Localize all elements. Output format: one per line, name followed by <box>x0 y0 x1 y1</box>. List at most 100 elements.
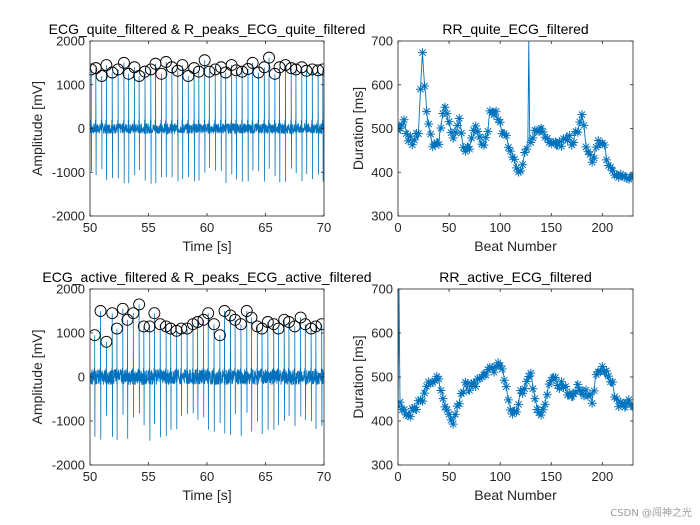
rr-asterisk-marker <box>454 113 464 123</box>
rr-asterisk-marker <box>398 397 405 407</box>
r-peak-marker <box>176 59 189 72</box>
rr-asterisk-marker <box>505 405 515 415</box>
rr-asterisk-marker <box>622 398 632 408</box>
rr-asterisk-marker <box>565 131 575 141</box>
rr-asterisk-marker <box>503 142 513 152</box>
r-peak-marker <box>213 329 226 342</box>
ecg-signal-line <box>90 304 324 441</box>
rr-asterisk-marker <box>403 411 413 421</box>
r-peak-marker <box>121 313 134 326</box>
rr-asterisk-marker <box>544 379 554 389</box>
x-axis-label: Beat Number <box>474 238 557 254</box>
rr-asterisk-marker <box>591 142 601 152</box>
rr-asterisk-marker <box>452 121 462 131</box>
rr-asterisk-marker <box>446 128 456 138</box>
rr-asterisk-marker <box>487 363 497 373</box>
rr-asterisk-marker <box>536 410 546 420</box>
rr-asterisk-marker <box>407 140 417 150</box>
rr-asterisk-marker <box>481 370 491 380</box>
r-peak-marker <box>154 318 167 331</box>
rr-asterisk-marker <box>608 377 618 387</box>
r-peak-marker <box>258 61 271 74</box>
r-peak-marker <box>263 51 275 64</box>
rr-asterisk-marker <box>424 119 434 129</box>
rr-asterisk-marker <box>518 388 528 398</box>
rr-asterisk-marker <box>530 394 540 404</box>
r-peak-marker <box>198 54 211 67</box>
rr-asterisk-marker <box>548 137 558 147</box>
r-peak-marker <box>139 65 151 78</box>
rr-asterisk-marker <box>415 395 425 405</box>
rr-asterisk-marker <box>450 127 460 137</box>
rr-asterisk-marker <box>524 371 534 381</box>
rr-asterisk-marker <box>485 362 495 372</box>
rr-asterisk-marker <box>434 374 444 384</box>
r-peak-marker <box>234 318 247 331</box>
r-peak-marker <box>256 322 268 335</box>
rr-asterisk-marker <box>436 123 446 133</box>
r-peak-marker <box>127 307 140 320</box>
r-peak-marker <box>202 307 215 320</box>
x-tick-label: 60 <box>200 220 214 235</box>
rr-asterisk-marker <box>509 406 519 416</box>
r-peak-marker <box>182 70 195 82</box>
y-tick-label: 1000 <box>56 326 85 341</box>
rr-asterisk-marker <box>606 162 616 172</box>
rr-asterisk-marker <box>469 125 479 135</box>
rr-asterisk-marker <box>442 109 452 119</box>
rr-asterisk-marker <box>540 399 550 409</box>
r-peak-marker <box>203 65 216 78</box>
rr-asterisk-marker <box>559 382 569 392</box>
rr-asterisk-marker <box>403 136 413 146</box>
rr-asterisk-marker <box>448 133 458 143</box>
rr-asterisk-marker <box>528 133 538 143</box>
y-axis-label: Amplitude [mV] <box>29 81 45 176</box>
r-peak-marker <box>181 322 194 335</box>
rr-asterisk-marker <box>458 387 468 397</box>
rr-asterisk-marker <box>426 129 436 139</box>
rr-asterisk-marker <box>571 127 581 137</box>
rr-asterisk-marker <box>448 419 458 429</box>
rr-asterisk-marker <box>422 381 432 391</box>
rr-asterisk-marker <box>552 381 562 391</box>
rr-asterisk-marker <box>589 153 599 163</box>
r-peak-marker <box>272 322 285 335</box>
rr-asterisk-marker <box>587 398 597 408</box>
chart-ecg-quite: 50 55 60 65 70 -2000 -1000 0 1000 2000ECG_quite_f… <box>29 21 365 254</box>
rr-asterisk-marker <box>493 358 503 368</box>
rr-asterisk-marker <box>512 407 522 417</box>
rr-asterisk-marker <box>405 412 415 422</box>
rr-asterisk-marker <box>460 146 470 156</box>
rr-asterisk-marker <box>601 155 611 165</box>
x-tick-label: 200 <box>591 220 613 235</box>
x-tick-label: 70 <box>317 469 331 484</box>
rr-asterisk-marker <box>612 394 622 404</box>
rr-asterisk-marker <box>503 395 513 405</box>
rr-asterisk-marker <box>471 121 481 131</box>
y-tick-label: 400 <box>371 414 393 429</box>
r-peak-marker <box>155 67 168 80</box>
rr-asterisk-marker <box>436 386 446 396</box>
rr-asterisk-marker <box>554 384 564 394</box>
rr-asterisk-marker <box>471 382 481 392</box>
x-tick-label: 0 <box>394 469 401 484</box>
rr-asterisk-marker <box>540 132 550 142</box>
y-tick-label: -2000 <box>52 458 85 473</box>
rr-asterisk-marker <box>418 396 428 406</box>
rr-asterisk-marker <box>483 126 493 136</box>
chart-title: ECG_quite_filtered & R_peaks_ECG_quite_f… <box>49 21 366 37</box>
y-axis-label: Duration [ms] <box>350 335 366 418</box>
y-tick-label: 600 <box>371 77 393 92</box>
rr-asterisk-marker <box>509 154 519 164</box>
rr-asterisk-marker <box>618 171 628 181</box>
rr-asterisk-marker <box>599 367 609 377</box>
y-tick-label: 500 <box>371 121 393 136</box>
rr-asterisk-marker <box>608 166 618 176</box>
x-tick-label: 50 <box>83 469 97 484</box>
y-tick-label: 0 <box>78 121 85 136</box>
rr-asterisk-marker <box>434 139 444 149</box>
x-tick-label: 55 <box>141 220 155 235</box>
rr-asterisk-marker <box>499 375 509 385</box>
rr-asterisk-marker <box>614 172 624 182</box>
rr-asterisk-marker <box>501 382 511 392</box>
